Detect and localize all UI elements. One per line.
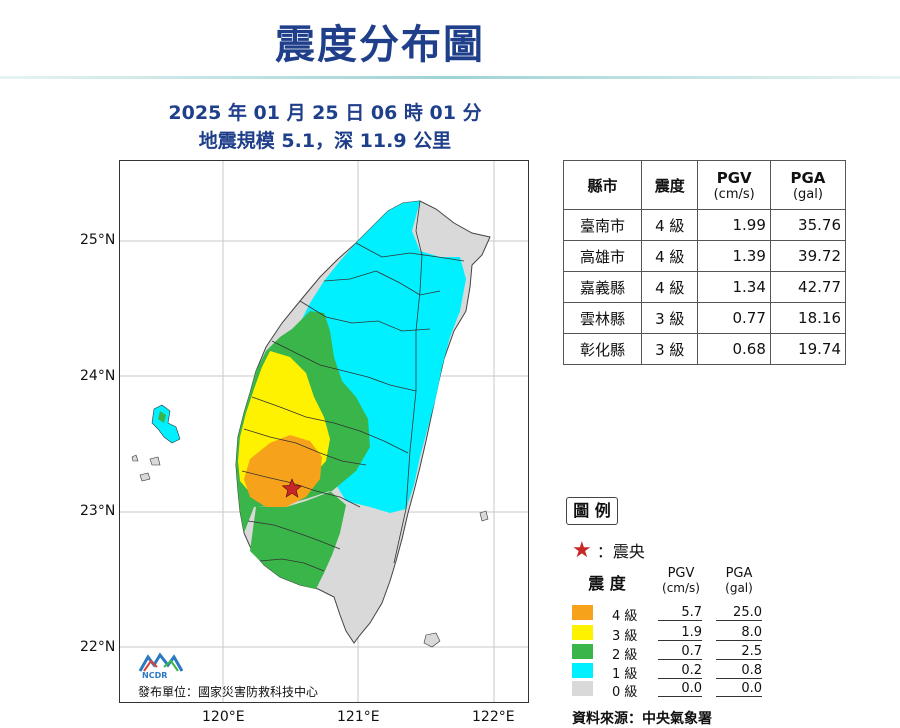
legend-swatch [572,663,593,678]
legend-swatch [572,625,593,640]
legend-pgv: 5.7 [658,605,702,621]
intensity-4-zone [244,435,322,507]
ncdr-logo-text: NCDR [142,671,168,680]
cell-intensity: 4 級 [641,240,699,272]
event-datetime: 2025 年 01 月 25 日 06 時 01 分 [168,102,482,124]
legend-level-1: 1 級 0.2 0.8 [572,663,772,682]
cell-intensity: 4 級 [641,209,699,241]
table-row: 彰化縣 3 級 0.68 19.74 [562,333,847,365]
legend-level-label: 4 級 [612,609,638,624]
legend-swatch [572,681,593,696]
cell-pga: 19.74 [769,333,847,365]
lat-label-23: 23°N [80,503,116,519]
cell-pgv: 1.99 [697,209,771,241]
title-divider [0,76,900,79]
lat-label-25: 25°N [80,232,116,248]
cell-pgv: 1.39 [697,240,771,272]
cell-pgv: 1.34 [697,271,771,303]
header-county: 縣市 [562,160,643,210]
legend-epicenter-label: ：震央 [596,542,645,561]
lon-label-120: 120°E [202,709,245,725]
cell-intensity: 4 級 [641,271,699,303]
cell-pga: 39.72 [769,240,847,272]
county-intensity-table: 縣市 震度 PGV (cm/s) PGA (gal) 臺南市 4 級 1.99 35… [562,160,847,365]
table-row: 雲林縣 3 級 0.77 18.16 [562,302,847,334]
lon-label-122: 122°E [472,709,515,725]
legend-pgv: 1.9 [658,625,702,641]
legend-level-label: 0 級 [612,685,638,700]
legend-swatch [572,605,593,620]
cell-county: 雲林縣 [562,302,643,334]
legend-header-pgv: PGV (cm/s) [662,566,700,595]
cell-pga: 18.16 [769,302,847,334]
green-island [479,510,489,522]
legend-level-3: 3 級 1.9 8.0 [572,625,772,644]
cell-county: 高雄市 [562,240,643,272]
cell-pga: 42.77 [769,271,847,303]
intensity-map[interactable]: NCDR 發布單位：國家災害防救科技中心 [119,160,529,703]
cell-county: 臺南市 [562,209,643,241]
legend-pgv: 0.7 [658,644,702,660]
legend-header-pga: PGA (gal) [725,566,753,595]
cell-intensity: 3 級 [641,333,699,365]
table-header-row: 縣市 震度 PGV (cm/s) PGA (gal) [562,160,847,210]
cell-pga: 35.76 [769,209,847,241]
legend-level-0: 0 級 0.0 0.0 [572,681,772,700]
legend-level-2: 2 級 0.7 2.5 [572,644,772,663]
cell-pgv: 0.68 [697,333,771,365]
legend-pga: 8.0 [716,625,762,641]
legend-epicenter: ★ ：震央 [572,538,645,563]
penghu-islands [131,404,181,482]
lat-label-24: 24°N [80,368,116,384]
legend-title: 圖 例 [566,497,618,525]
header-pgv: PGV (cm/s) [697,160,771,210]
county-boundaries [241,200,465,572]
legend-pga: 2.5 [716,644,762,660]
page-title: 震度分布圖 [275,22,485,68]
legend-level-label: 3 級 [612,629,638,644]
legend-pgv: 0.2 [658,663,702,679]
epicenter-star-icon [281,478,303,498]
cell-intensity: 3 級 [641,302,699,334]
ncdr-logo-icon [138,652,184,672]
cell-county: 彰化縣 [562,333,643,365]
cell-county: 嘉義縣 [562,271,643,303]
legend-level-label: 1 級 [612,667,638,682]
event-magnitude-depth: 地震規模 5.1，深 11.9 公里 [198,130,452,152]
lat-label-22: 22°N [80,639,116,655]
legend-level-4: 4 級 5.7 25.0 [572,605,772,624]
table-row: 嘉義縣 4 級 1.34 42.77 [562,271,847,303]
legend-pga: 25.0 [716,605,762,621]
table-row: 高雄市 4 級 1.39 39.72 [562,240,847,272]
issuer-credit: 發布單位：國家災害防救科技中心 [138,685,319,699]
epicenter-star-icon: ★ [572,538,592,563]
cell-pgv: 0.77 [697,302,771,334]
orchid-island [423,632,441,648]
legend-pga: 0.0 [716,681,762,697]
taiwan-map-svg [120,161,528,702]
legend-pgv: 0.0 [658,681,702,697]
data-source: 資料來源：中央氣象署 [572,711,712,727]
legend-level-label: 2 級 [612,648,638,663]
lon-label-121: 121°E [337,709,380,725]
table-row: 臺南市 4 級 1.99 35.76 [562,209,847,241]
header-pga: PGA (gal) [769,160,847,210]
header-intensity: 震度 [641,160,699,210]
legend-swatch [572,644,593,659]
legend-pga: 0.8 [716,663,762,679]
legend-header-intensity: 震 度 [588,574,626,593]
